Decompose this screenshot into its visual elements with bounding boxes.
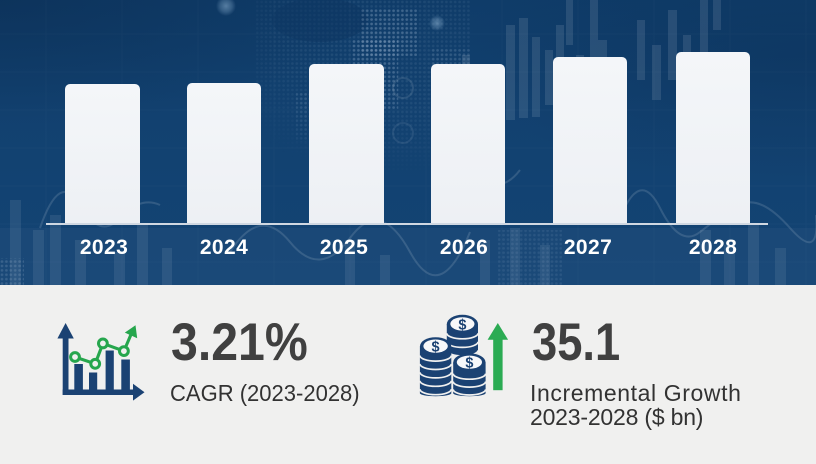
svg-text:$: $ xyxy=(465,356,473,372)
svg-text:$: $ xyxy=(432,340,440,356)
svg-text:$: $ xyxy=(458,317,466,333)
